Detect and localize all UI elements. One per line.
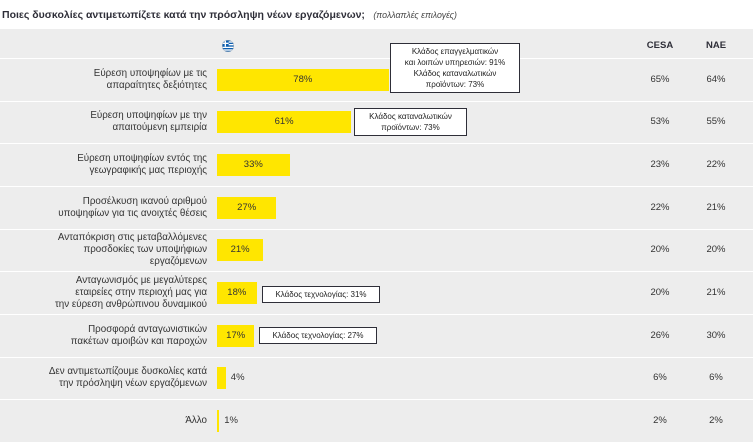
chart-title-bar: Ποιες δυσκολίες αντιμετωπίζετε κατά την … <box>2 6 457 22</box>
category-label: Προσφορά ανταγωνιστικών πακέτων αμοιβών … <box>70 323 207 347</box>
bar-value-label: 1% <box>224 415 238 427</box>
category-label: Εύρεση υποψηφίων με την απαιτούμενη εμπε… <box>90 110 207 134</box>
category-label: Ανταπόκριση στις μεταβαλλόμενες προσδοκί… <box>57 232 207 268</box>
chart-row: Εύρεση υποψηφίων με τις απαραίτητες δεξι… <box>0 58 753 101</box>
bar <box>217 367 226 390</box>
bar <box>217 239 264 262</box>
bar-value-label: 61% <box>274 116 294 128</box>
chart-row: Ανταγωνισμός με μεγαλύτερες εταιρείες στ… <box>0 271 753 314</box>
category-label: Εύρεση υποψηφίων με τις απαραίτητες δεξι… <box>93 67 207 91</box>
chart-row: Προσφορά ανταγωνιστικών πακέτων αμοιβών … <box>0 314 753 357</box>
bar <box>217 282 257 305</box>
bar <box>217 324 255 347</box>
bar-value-label: 17% <box>226 329 246 341</box>
bar-value-label: 18% <box>227 287 247 299</box>
cesa-value: 20% <box>650 244 670 256</box>
nae-value: 64% <box>706 73 726 85</box>
cesa-value: 26% <box>650 329 670 341</box>
bar <box>217 111 352 134</box>
bar-value-label: 27% <box>237 201 257 213</box>
chart-title: Ποιες δυσκολίες αντιμετωπίζετε κατά την … <box>2 9 365 21</box>
bar-value-label: 21% <box>230 244 250 256</box>
bar <box>217 410 220 433</box>
nae-value: 22% <box>706 159 726 171</box>
cesa-value: 6% <box>653 372 667 384</box>
chart-table: CESA ΝΑΕ Εύρεση υποψηφίων με τις απαραίτ… <box>0 29 753 442</box>
bar-value-label: 78% <box>293 73 313 85</box>
chart-subtitle: (πολλαπλές επιλογές) <box>373 10 457 20</box>
chart-row: Εύρεση υποψηφίων εντός της γεωγραφικής μ… <box>0 143 753 186</box>
category-label: Εύρεση υποψηφίων εντός της γεωγραφικής μ… <box>77 153 207 177</box>
chart-row: Προσέλκυση ικανού αριθμού υποψηφίων για … <box>0 186 753 229</box>
bar <box>217 68 389 91</box>
annotation-box: Κλάδος τεχνολογίας: 27% <box>259 327 377 344</box>
nae-value: 21% <box>706 287 726 299</box>
greece-flag-icon <box>222 40 234 52</box>
bar-value-label: 4% <box>230 372 245 384</box>
chart-row: Δεν αντιμετωπίζουμε δυσκολίες κατά την π… <box>0 356 753 400</box>
cesa-value: 65% <box>650 73 670 85</box>
bar <box>217 196 277 219</box>
annotation-box: Κλάδος επαγγελματικών και λοιπών υπηρεσι… <box>390 43 520 93</box>
nae-value: 2% <box>709 415 723 427</box>
cesa-value: 22% <box>650 201 670 213</box>
nae-value: 20% <box>706 244 726 256</box>
category-label: Προσέλκυση ικανού αριθμού υποψηφίων για … <box>58 195 207 219</box>
cesa-value: 53% <box>650 116 670 128</box>
category-label: Άλλο <box>185 415 207 427</box>
cesa-value: 2% <box>653 415 667 427</box>
chart-row: Άλλο 1% 2% 2% <box>0 399 753 442</box>
nae-value: 21% <box>706 201 726 213</box>
column-header-nae: ΝΑΕ <box>705 40 727 51</box>
annotation-box: Κλάδος τεχνολογίας: 31% <box>262 286 380 303</box>
cesa-value: 23% <box>650 159 670 171</box>
annotation-box: Κλάδος καταναλωτικών προϊόντων: 73% <box>354 108 467 136</box>
header-row: CESA ΝΑΕ <box>0 29 753 58</box>
nae-value: 55% <box>706 116 726 128</box>
bar <box>217 154 290 177</box>
nae-value: 30% <box>706 329 726 341</box>
nae-value: 6% <box>709 372 723 384</box>
column-header-cesa: CESA <box>646 40 674 51</box>
category-label: Ανταγωνισμός με μεγαλύτερες εταιρείες στ… <box>54 275 207 311</box>
category-label: Δεν αντιμετωπίζουμε δυσκολίες κατά την π… <box>48 366 207 390</box>
cesa-value: 20% <box>650 287 670 299</box>
chart-row: Ανταπόκριση στις μεταβαλλόμενες προσδοκί… <box>0 228 753 272</box>
chart-row: Εύρεση υποψηφίων με την απαιτούμενη εμπε… <box>0 100 753 144</box>
bar-value-label: 33% <box>243 159 263 171</box>
